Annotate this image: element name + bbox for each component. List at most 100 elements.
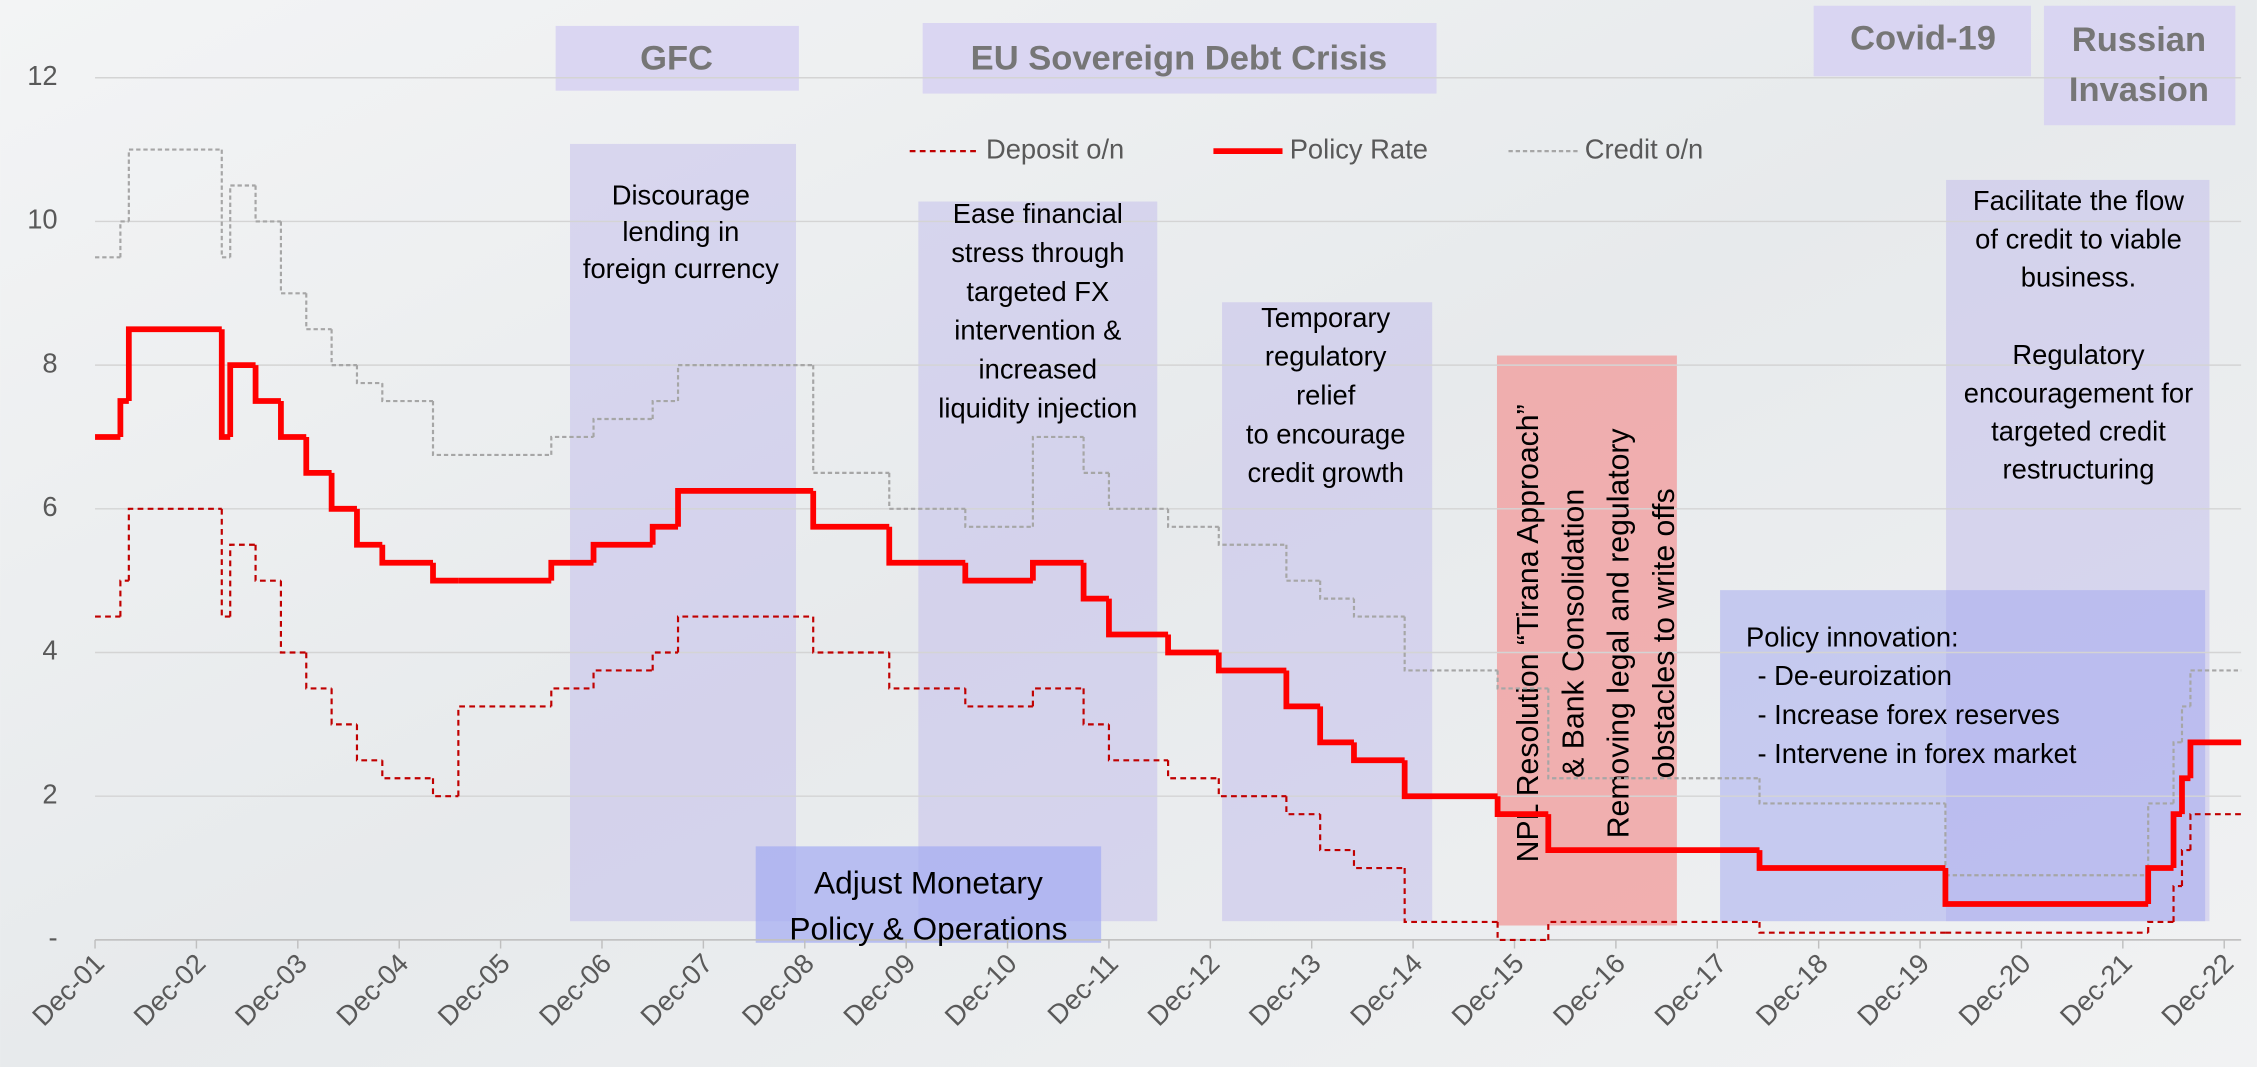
step-segment: [888, 472, 966, 510]
step-segment: [279, 580, 307, 654]
step-segment: [2172, 741, 2182, 804]
y-tick-label: -: [49, 922, 58, 953]
covid-header-box: [1813, 5, 2031, 77]
npl-box: [1496, 355, 1677, 926]
y-tick-label: 6: [42, 491, 57, 522]
annotation-text: EU Sovereign Debt Crisis: [971, 40, 1387, 78]
annotation-text: business.: [2021, 261, 2136, 292]
step-segment: [1545, 814, 1760, 853]
step-segment: [381, 383, 434, 403]
step-segment: [1758, 778, 1946, 805]
step-segment: [548, 559, 594, 581]
step-segment: [2170, 811, 2182, 869]
y-tick-label: 2: [42, 778, 57, 809]
step-segment: [1107, 724, 1169, 762]
annotation-text: intervention &: [954, 315, 1121, 346]
step-segment: [1030, 559, 1084, 581]
y-tick-label: 12: [27, 60, 57, 91]
gfc-header-box: [555, 25, 799, 91]
step-segment: [676, 364, 814, 402]
step-segment: [1401, 760, 1498, 800]
annotation-text: NPL Resolution “Tirana Approach”: [1512, 404, 1545, 862]
step-segment: [1217, 778, 1287, 798]
annotation-text: - Intervene in forex market: [1758, 738, 2077, 769]
step-segment: [1403, 868, 1498, 924]
period-bands: [570, 143, 2210, 943]
step-segment: [675, 487, 814, 527]
annotation-text: liquidity injection: [938, 392, 1137, 423]
step-segment: [1082, 436, 1109, 474]
step-segment: [328, 472, 357, 512]
step-segment: [962, 562, 1033, 584]
annotations: GFC EU Sovereign Debt Crisis Covid-19 Russi…: [583, 19, 2209, 946]
annotation-text: Removing legal and regulatory: [1603, 427, 1636, 838]
annotation-text: Policy & Operations: [789, 911, 1067, 947]
step-segment: [1031, 435, 1084, 527]
step-segment: [2145, 865, 2174, 904]
step-segment: [2187, 739, 2242, 779]
step-segment: [888, 652, 966, 690]
step-segment: [379, 544, 434, 566]
step-segment: [254, 544, 281, 582]
step-segment: [812, 616, 890, 654]
step-segment: [1944, 803, 2149, 877]
annotation-text: credit growth: [1247, 457, 1403, 488]
header-boxes: [555, 5, 2236, 126]
annotation-text: Policy innovation:: [1746, 621, 1959, 652]
annotation-text: foreign currency: [583, 253, 779, 284]
annotation-text: to encourage: [1246, 418, 1406, 449]
step-segment: [1352, 850, 1405, 870]
annotation-text: Russian: [2072, 21, 2206, 59]
step-segment: [676, 615, 814, 653]
series-1: [95, 326, 2242, 907]
step-segment: [1031, 687, 1084, 707]
step-segment: [2147, 802, 2174, 876]
step-segment: [279, 221, 307, 295]
step-segment: [229, 184, 256, 258]
step-segment: [254, 185, 281, 223]
step-segment: [1352, 598, 1405, 618]
step-segment: [431, 778, 459, 798]
step-segment: [1082, 688, 1109, 726]
step-segment: [2180, 849, 2191, 887]
annotation-text: stress through: [951, 237, 1124, 268]
eu-header-box: [922, 23, 1437, 94]
step-segment: [1319, 580, 1354, 600]
step-segment: [2147, 920, 2174, 933]
annotation-text: targeted FX: [966, 276, 1109, 307]
step-segment: [1547, 688, 1760, 780]
step-segment: [592, 417, 653, 437]
y-tick-label: 4: [42, 635, 57, 666]
step-segment: [1167, 508, 1219, 528]
step-segment: [1317, 706, 1354, 746]
annotation-text: increased: [979, 354, 1098, 385]
step-segment: [305, 293, 332, 331]
step-segment: [125, 326, 222, 402]
annotation-text: Invasion: [2069, 71, 2209, 109]
annotation-text: - Increase forex reserves: [1758, 699, 2060, 730]
step-segment: [127, 507, 222, 581]
step-segment: [1758, 921, 1946, 934]
step-segment: [305, 652, 332, 690]
annotation-text: Temporary: [1261, 302, 1390, 333]
series-2: [95, 148, 2242, 877]
step-segment: [430, 562, 459, 584]
step-segment: [1217, 526, 1287, 546]
step-segment: [886, 526, 966, 566]
step-segment: [1319, 814, 1354, 852]
step-segment: [303, 436, 332, 476]
step-segment: [1080, 562, 1109, 602]
step-segment: [1496, 921, 1549, 941]
step-segment: [1283, 670, 1321, 710]
step-segment: [810, 490, 890, 530]
step-segment: [1351, 742, 1405, 764]
annotation-text: Covid-19: [1850, 19, 1996, 57]
step-segment: [355, 724, 383, 762]
annotation-text: Discourage: [612, 179, 750, 210]
step-segment: [1403, 616, 1498, 672]
step-segment: [1165, 634, 1219, 656]
step-segment: [1106, 598, 1169, 638]
annotation-text: targeted credit: [1991, 415, 2166, 446]
step-segment: [1215, 652, 1287, 674]
step-segment: [651, 651, 679, 671]
